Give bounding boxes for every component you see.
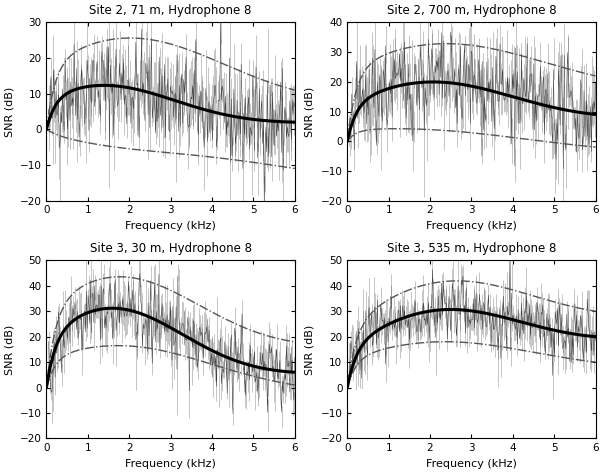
Y-axis label: SNR (dB): SNR (dB): [4, 87, 14, 137]
Y-axis label: SNR (dB): SNR (dB): [4, 324, 14, 375]
Title: Site 2, 700 m, Hydrophone 8: Site 2, 700 m, Hydrophone 8: [387, 4, 556, 17]
Title: Site 3, 30 m, Hydrophone 8: Site 3, 30 m, Hydrophone 8: [90, 242, 251, 255]
Y-axis label: SNR (dB): SNR (dB): [305, 87, 315, 137]
X-axis label: Frequency (kHz): Frequency (kHz): [426, 221, 517, 231]
X-axis label: Frequency (kHz): Frequency (kHz): [426, 459, 517, 469]
Title: Site 2, 71 m, Hydrophone 8: Site 2, 71 m, Hydrophone 8: [89, 4, 252, 17]
X-axis label: Frequency (kHz): Frequency (kHz): [125, 459, 216, 469]
Y-axis label: SNR (dB): SNR (dB): [305, 324, 315, 375]
Title: Site 3, 535 m, Hydrophone 8: Site 3, 535 m, Hydrophone 8: [387, 242, 556, 255]
X-axis label: Frequency (kHz): Frequency (kHz): [125, 221, 216, 231]
